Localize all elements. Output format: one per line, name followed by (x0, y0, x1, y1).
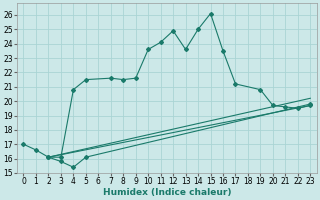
X-axis label: Humidex (Indice chaleur): Humidex (Indice chaleur) (103, 188, 231, 197)
